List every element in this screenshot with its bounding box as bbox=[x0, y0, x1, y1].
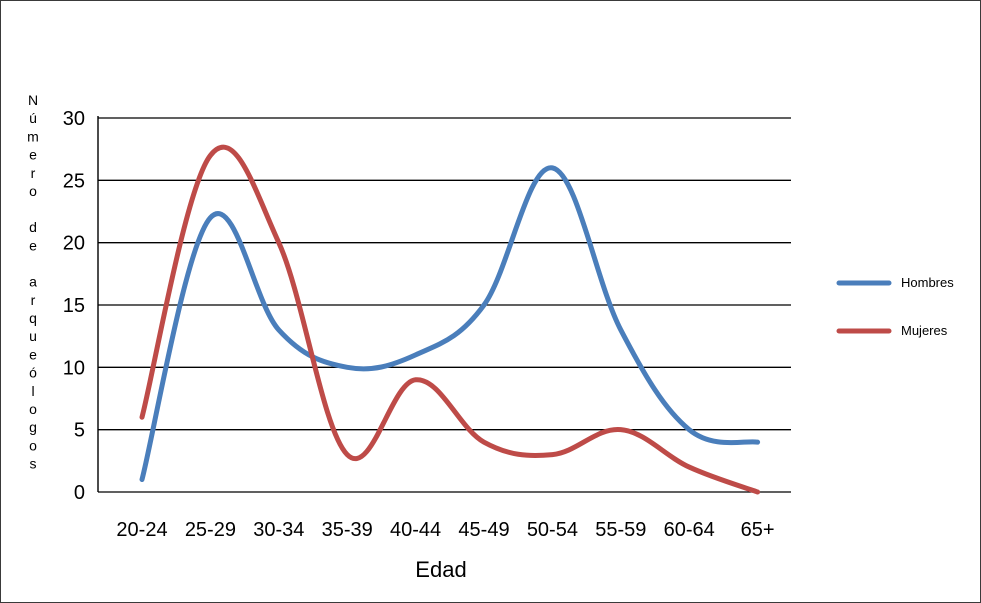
data-point-hombres bbox=[550, 165, 555, 170]
data-point-mujeres bbox=[208, 153, 213, 158]
data-point-mujeres bbox=[276, 240, 281, 245]
y-tick-labels: 0 5 10 15 20 25 30 bbox=[63, 108, 85, 504]
y-tick-label: 10 bbox=[63, 357, 85, 379]
series-line-mujeres bbox=[139, 144, 761, 495]
data-point-mujeres bbox=[618, 427, 623, 432]
data-point-hombres bbox=[345, 365, 350, 370]
y-tick-label: 25 bbox=[63, 170, 85, 192]
legend-label-hombres: Hombres bbox=[901, 275, 954, 290]
data-point-hombres bbox=[208, 215, 213, 220]
x-tick-label: 35-39 bbox=[322, 519, 373, 541]
y-tick-label: 5 bbox=[74, 420, 85, 442]
x-tick-label: 20-24 bbox=[116, 519, 167, 541]
data-point-hombres bbox=[755, 440, 760, 445]
data-point-mujeres bbox=[550, 452, 555, 457]
data-point-hombres bbox=[413, 352, 418, 357]
data-point-hombres bbox=[482, 303, 487, 308]
y-tick-label: 15 bbox=[63, 295, 85, 317]
data-point-mujeres bbox=[482, 440, 487, 445]
gridlines bbox=[98, 117, 791, 493]
x-tick-label: 65+ bbox=[741, 519, 775, 541]
y-tick-label: 30 bbox=[63, 108, 85, 130]
data-point-hombres bbox=[140, 477, 145, 482]
series-line-hombres bbox=[139, 165, 761, 483]
data-point-mujeres bbox=[687, 465, 692, 470]
series-lines bbox=[139, 144, 761, 495]
legend: Hombres Mujeres bbox=[836, 275, 954, 338]
x-tick-label: 60-64 bbox=[664, 519, 715, 541]
x-axis-title: Edad bbox=[415, 557, 466, 582]
x-tick-label: 55-59 bbox=[595, 519, 646, 541]
x-tick-label: 25-29 bbox=[185, 519, 236, 541]
x-tick-label: 30-34 bbox=[253, 519, 304, 541]
data-point-mujeres bbox=[345, 452, 350, 457]
data-point-mujeres bbox=[140, 415, 145, 420]
data-point-mujeres bbox=[755, 490, 760, 495]
y-tick-label: 0 bbox=[74, 482, 85, 504]
legend-label-mujeres: Mujeres bbox=[901, 323, 948, 338]
data-point-hombres bbox=[687, 427, 692, 432]
data-point-hombres bbox=[618, 327, 623, 332]
data-point-mujeres bbox=[413, 377, 418, 382]
data-point-hombres bbox=[276, 327, 281, 332]
y-tick-label: 20 bbox=[63, 233, 85, 255]
x-tick-label: 40-44 bbox=[390, 519, 441, 541]
x-tick-label: 45-49 bbox=[458, 519, 509, 541]
x-tick-label: 50-54 bbox=[527, 519, 578, 541]
x-tick-labels: 20-24 25-29 30-34 35-39 40-44 45-49 50-54 55-59… bbox=[116, 519, 774, 541]
